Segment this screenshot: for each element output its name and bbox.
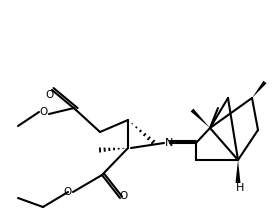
Text: H: H (236, 183, 244, 193)
Text: N: N (165, 138, 173, 148)
Text: O: O (46, 90, 54, 100)
Polygon shape (235, 160, 241, 183)
Polygon shape (252, 81, 267, 98)
Text: O: O (119, 191, 127, 201)
Polygon shape (191, 109, 210, 128)
Text: O: O (40, 107, 48, 117)
Text: O: O (64, 187, 72, 197)
